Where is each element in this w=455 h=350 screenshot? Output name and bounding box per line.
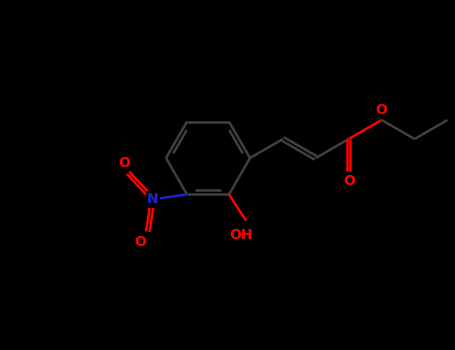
Text: OH: OH — [229, 228, 253, 241]
Text: O: O — [376, 103, 388, 117]
Text: O: O — [118, 156, 130, 170]
Text: O: O — [343, 174, 354, 188]
Text: N: N — [147, 193, 159, 206]
Text: O: O — [134, 234, 146, 248]
